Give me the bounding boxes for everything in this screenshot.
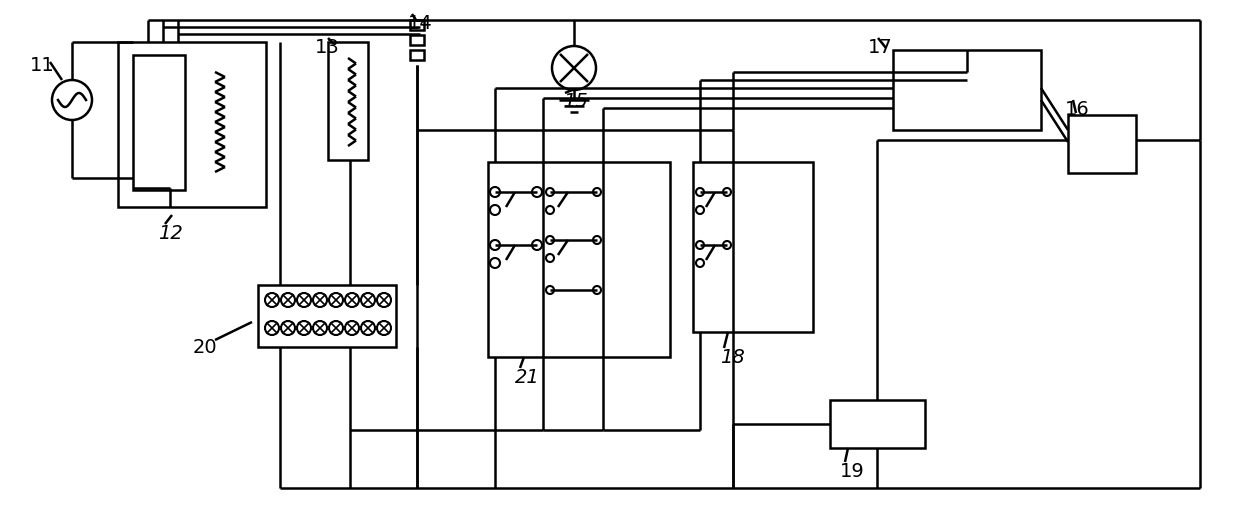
Circle shape	[723, 188, 732, 196]
Bar	[329, 42, 368, 160]
Text: 15: 15	[563, 92, 588, 111]
Bar	[830, 400, 925, 448]
Bar	[489, 162, 670, 357]
Bar	[893, 50, 1042, 130]
Bar	[133, 55, 185, 190]
Text: 19: 19	[839, 462, 864, 481]
Circle shape	[490, 240, 500, 250]
Circle shape	[696, 241, 704, 249]
Text: 11: 11	[30, 56, 55, 75]
Text: 20: 20	[193, 338, 218, 357]
Circle shape	[696, 206, 704, 214]
Circle shape	[546, 254, 554, 262]
Circle shape	[593, 188, 601, 196]
Circle shape	[532, 240, 542, 250]
Circle shape	[532, 187, 542, 197]
Text: 12: 12	[157, 224, 182, 243]
Bar	[258, 285, 396, 347]
Text: 21: 21	[515, 368, 539, 387]
Circle shape	[696, 188, 704, 196]
Circle shape	[696, 259, 704, 267]
Circle shape	[593, 286, 601, 294]
Text: 18: 18	[720, 348, 745, 367]
Circle shape	[490, 205, 500, 215]
Circle shape	[593, 236, 601, 244]
Circle shape	[546, 188, 554, 196]
Circle shape	[546, 236, 554, 244]
Bar	[410, 35, 424, 45]
Circle shape	[490, 187, 500, 197]
Text: 14: 14	[408, 14, 433, 33]
Bar	[1068, 115, 1136, 173]
Bar	[410, 50, 424, 60]
Circle shape	[723, 241, 732, 249]
Text: 17: 17	[868, 38, 893, 57]
Circle shape	[546, 206, 554, 214]
Bar	[410, 20, 424, 30]
Bar	[118, 42, 267, 207]
Text: 16: 16	[1065, 100, 1090, 119]
Circle shape	[546, 286, 554, 294]
Text: 13: 13	[315, 38, 340, 57]
Circle shape	[490, 258, 500, 268]
Bar	[693, 162, 813, 332]
